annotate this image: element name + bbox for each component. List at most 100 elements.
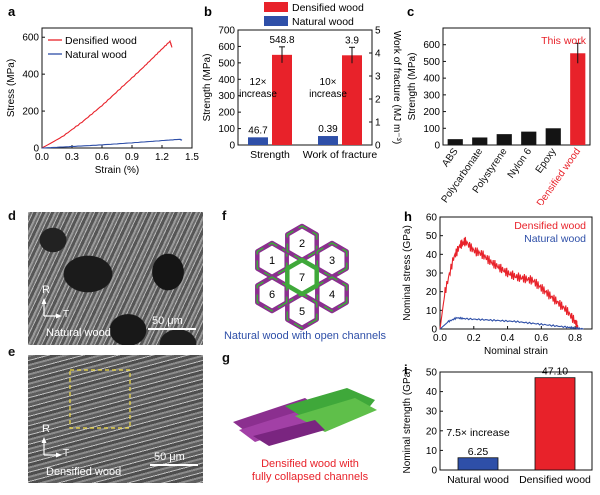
- panel-f-caption: Natural wood with open channels: [223, 330, 387, 342]
- bar-material: [472, 137, 488, 145]
- panel-a-plot-area: 0 200 400 600 0.0 0.3 0.6 0.9 1.2 1.5 Stress (MPa)…: [6, 27, 199, 176]
- increase-annotation-line2: increase: [239, 89, 277, 100]
- x-axis-label: Nominal strain: [484, 346, 548, 357]
- bar-natural-wood: [248, 137, 268, 145]
- bar-densified-wood: [570, 53, 586, 145]
- category-label: Work of fracture: [303, 149, 378, 161]
- y-axis-label: Nominal strength (GPa): [402, 368, 413, 473]
- y-tick-label: 0: [434, 141, 440, 152]
- y-tick-label: 100: [423, 124, 440, 135]
- y-axis-label: Stress (MPa): [6, 59, 17, 117]
- bar-densified-wood: [272, 54, 292, 146]
- bar-natural-wood: [318, 136, 338, 145]
- x-tick-label: 0.8: [568, 333, 582, 344]
- panel-g-caption-line2: fully collapsed channels: [251, 471, 369, 483]
- x-tick-label: 0.2: [467, 333, 481, 344]
- y2-tick-label: 3: [375, 72, 381, 83]
- y2-tick-label: 5: [375, 26, 381, 37]
- sem-axis-overlay-e: [41, 369, 198, 466]
- bar-value-label: 3.9: [345, 35, 359, 46]
- y-tick-label: 20: [426, 426, 438, 437]
- y-tick-label: 300: [423, 90, 440, 101]
- y-tick-label: 10: [426, 446, 438, 457]
- channel-number: 4: [329, 289, 335, 301]
- x-tick-label: 0.4: [501, 333, 515, 344]
- natural-wood-line: [439, 316, 584, 330]
- x-tick-label: 0.6: [95, 152, 109, 163]
- bar-material: [496, 134, 512, 145]
- sem-e-axis-t: T: [63, 448, 70, 459]
- densified-wood-line: [41, 39, 173, 149]
- sem-axis-overlay-d: [41, 298, 196, 330]
- sem-d-scale-bar: 50 μm: [152, 315, 183, 327]
- panel-c-letter: c: [407, 4, 414, 19]
- panel-g-caption: Densified wood with fully collapsed chan…: [230, 458, 390, 484]
- y-tick-label: 500: [423, 57, 440, 68]
- y-tick-label: 30: [426, 269, 438, 280]
- sem-e-axis-r: R: [42, 423, 50, 435]
- panel-f-letter: f: [222, 208, 227, 223]
- sem-image-densified-wood: R T Densified wood 50 μm: [28, 355, 203, 483]
- bar-material: [447, 139, 463, 145]
- y-tick-label: 300: [218, 91, 235, 102]
- y-tick-label: 200: [22, 107, 39, 118]
- legend-densified-label: Densified wood: [65, 35, 137, 47]
- y-tick-label: 200: [218, 108, 235, 119]
- y-axis-label: Strength (MPa): [202, 54, 213, 122]
- panel-h-plot-area: 0 10 20 30 40 50 60 0.0 0.2 0.4 0.6 0.8 Nominal stre…: [402, 213, 593, 357]
- y-axis-label: Nominal stress (GPa): [402, 225, 413, 321]
- y-tick-label: 0: [229, 141, 235, 152]
- panel-d-letter: d: [8, 208, 16, 223]
- y-tick-label: 200: [423, 107, 440, 118]
- y-tick-label: 30: [426, 407, 438, 418]
- channel-number: 7: [299, 272, 305, 284]
- panel-i-plot-area: 0 10 20 30 40 50 Nominal strength (GPa) 6.25 Nat…: [402, 366, 593, 486]
- panel-g-letter: g: [222, 350, 230, 365]
- y-tick-label: 400: [218, 75, 235, 86]
- increase-annotation: 7.5× increase: [446, 427, 509, 439]
- x-tick-label: 0.0: [35, 152, 49, 163]
- sem-e-scale-bar: 50 μm: [154, 451, 185, 463]
- y2-tick-label: 4: [375, 49, 381, 60]
- bar-value-label: 0.39: [318, 124, 338, 135]
- plot-frame: [439, 371, 593, 471]
- category-label: Natural wood: [447, 474, 509, 486]
- x-tick-label: 0.9: [125, 152, 139, 163]
- y-tick-label: 50: [426, 231, 438, 242]
- x-tick-label: 0.3: [65, 152, 79, 163]
- y-tick-label: 600: [423, 40, 440, 51]
- this-work-annotation: This work: [541, 35, 587, 47]
- legend-natural-label: Natural wood: [65, 49, 127, 61]
- y-tick-label: 40: [426, 250, 438, 261]
- channel-number: 1: [269, 255, 275, 267]
- bar-value-label: 548.8: [269, 35, 294, 46]
- x-tick-label: 1.2: [155, 152, 169, 163]
- legend-natural-label: Natural wood: [292, 16, 354, 28]
- legend-densified-label: Densified wood: [292, 2, 364, 14]
- x-tick-label: 0.6: [534, 333, 548, 344]
- category-label: Densified wood: [519, 474, 591, 486]
- y-tick-label: 100: [218, 124, 235, 135]
- channel-number: 3: [329, 255, 335, 267]
- y-axis-label: Strength (MPa): [407, 53, 418, 121]
- plot-frame: [237, 29, 373, 146]
- y-tick-label: 50: [426, 368, 438, 379]
- increase-annotation-line1: 12×: [250, 77, 267, 88]
- panel-b-plot-area: Densified wood Natural wood 0 100 200 300 400 5…: [202, 2, 402, 161]
- y-tick-label: 600: [218, 42, 235, 53]
- category-label: ABS: [440, 146, 461, 169]
- sem-image-natural-wood: R T Natural wood 50 μm: [28, 212, 203, 345]
- bar-material: [521, 131, 537, 145]
- densified-wood-line: [439, 236, 579, 330]
- increase-annotation-line2: increase: [309, 89, 347, 100]
- panel-i-chart: i 0 10 20 30 40 50 Nominal strength (GPa) 6.25 N…: [402, 362, 593, 486]
- category-label: Epoxy: [534, 146, 559, 175]
- y2-tick-label: 1: [375, 118, 381, 129]
- legend-densified-swatch: [264, 2, 288, 12]
- y-tick-label: 20: [426, 287, 438, 298]
- increase-annotation-line1: 10×: [320, 77, 337, 88]
- panel-h-chart: h 0 10 20 30 40 50 60 0.0 0.2 0.4 0.6 0.8 Nominal st…: [402, 209, 593, 357]
- channel-numbers: 1 2 3 4 5 6 7: [269, 238, 335, 318]
- sem-d-caption: Natural wood: [46, 327, 111, 339]
